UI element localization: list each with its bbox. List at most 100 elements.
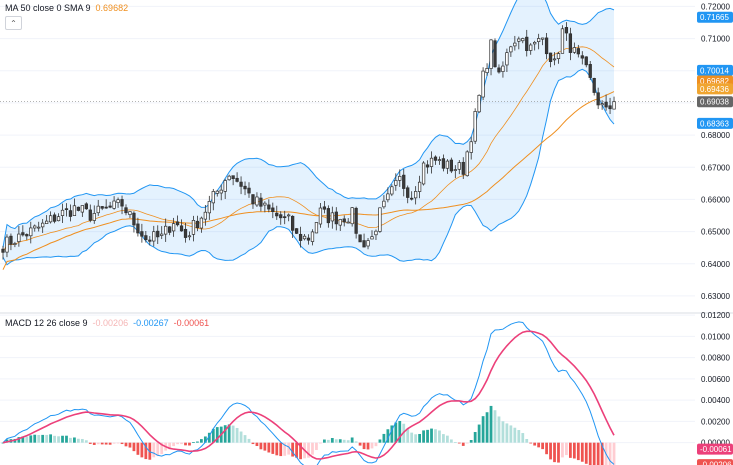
candlesticks: [1, 22, 616, 260]
price-badge: [697, 96, 733, 108]
macd-line: [2, 321, 615, 465]
macd-histogram-bar: [445, 435, 449, 443]
candle-body: [402, 174, 406, 189]
macd-histogram-bar: [334, 439, 338, 443]
candle-body: [207, 201, 211, 214]
macd-histogram-bar: [172, 442, 176, 447]
macd-histogram-bar: [592, 442, 596, 465]
macd-histogram-bar: [414, 434, 418, 443]
macd-legend-macd: -0.00267: [133, 318, 169, 328]
candle-body: [552, 58, 557, 61]
macd-badge-text: -0.00206: [700, 461, 732, 465]
macd-histogram-bar: [69, 437, 72, 443]
macd-histogram-bar: [473, 432, 477, 443]
macd-histogram-bar: [76, 438, 80, 443]
candle-body: [469, 141, 473, 153]
macd-histogram-bar: [203, 436, 207, 443]
macd-histogram-bar: [442, 434, 445, 443]
candle-body: [148, 239, 152, 242]
macd-histogram-bar: [243, 435, 247, 443]
macd-histogram-bar: [576, 442, 580, 461]
candle-body: [429, 157, 434, 167]
macd-histogram-bar: [481, 416, 485, 443]
macd-histogram-bar: [529, 442, 533, 444]
candle-body: [223, 180, 227, 192]
candle-body: [382, 200, 386, 208]
candle-body: [517, 38, 521, 42]
candle-body: [128, 211, 132, 216]
candle-body: [310, 231, 315, 242]
candle-body: [410, 197, 414, 200]
macd-histogram-bar: [207, 432, 211, 443]
candle-body: [537, 38, 541, 42]
candle-body: [485, 68, 489, 74]
candle-body: [52, 214, 57, 222]
macd-histogram-bar: [180, 442, 183, 445]
macd-legend: MACD 12 26 close 9 -0.00206 -0.00267 -0.…: [5, 318, 209, 328]
macd-histogram-bar: [501, 421, 505, 443]
price-badge-text: 0.71665: [700, 13, 729, 22]
macd-histogram-bar: [251, 442, 255, 445]
candle-body: [239, 181, 243, 187]
macd-histogram-bar: [513, 427, 517, 443]
macd-histogram-bar: [49, 434, 53, 443]
macd-histogram-bar: [326, 439, 330, 443]
candle-body: [45, 220, 49, 225]
candle-body: [417, 181, 422, 192]
candle-body: [179, 225, 184, 232]
macd-histogram-bar: [116, 442, 120, 444]
macd-histogram-bar: [362, 442, 366, 450]
macd-histogram-bar: [422, 430, 425, 443]
macd-histogram-bar: [124, 442, 128, 447]
macd-histogram-bar: [33, 434, 37, 443]
macd-histogram-bar: [196, 441, 199, 443]
candle-body: [366, 240, 370, 247]
macd-histogram-bar: [211, 428, 215, 443]
bollinger-bands: [2, 0, 615, 266]
candle-body: [449, 159, 453, 172]
candle-body: [548, 52, 553, 62]
macd-histogram-bar: [418, 433, 422, 443]
candle-body: [25, 234, 29, 237]
macd-lines: [2, 321, 615, 465]
macd-histogram-bar: [128, 442, 132, 448]
macd-histogram-bar: [557, 442, 560, 463]
macd-histogram-bar: [215, 427, 219, 443]
candle-body: [584, 56, 588, 66]
macd-badge: [697, 459, 733, 465]
macd-histogram-bar: [41, 434, 45, 443]
macd-histogram-bar: [247, 438, 251, 443]
macd-tick-label: 0.00600: [701, 375, 730, 384]
macd-histogram-bar: [596, 442, 600, 465]
candle-body: [195, 220, 200, 229]
macd-histogram-bar: [497, 416, 501, 443]
candle-body: [370, 236, 374, 240]
collapse-button[interactable]: ⌃: [5, 16, 22, 30]
macd-tick-label: 0.01200: [701, 311, 730, 320]
macd-histogram-bar: [96, 442, 100, 445]
macd-legend-hist: -0.00206: [92, 318, 129, 328]
macd-histogram-bar: [394, 422, 398, 443]
macd-histogram-bar: [17, 437, 21, 443]
macd-legend-label: MACD 12 26 close 9: [5, 318, 88, 328]
price-badge-text: 0.70014: [700, 66, 729, 75]
macd-histogram-bar: [366, 442, 370, 450]
macd-histogram-bar: [29, 435, 33, 443]
macd-histogram-bar: [342, 439, 346, 443]
macd-histogram-bar: [255, 442, 259, 447]
candle-body: [521, 38, 525, 42]
candle-body: [48, 215, 53, 223]
candle-body: [414, 191, 418, 199]
candle-body: [13, 243, 17, 245]
candle-body: [227, 175, 231, 181]
macd-histogram-bar: [263, 442, 267, 451]
macd-histogram-bar: [5, 439, 9, 443]
candle-body: [144, 235, 148, 241]
macd-histogram-bar: [465, 442, 469, 444]
candle-body: [334, 211, 338, 225]
candle-body: [80, 205, 84, 213]
candle-body: [183, 228, 188, 238]
candle-body: [572, 47, 576, 53]
macd-badge: [697, 443, 733, 455]
candle-body: [29, 227, 33, 237]
